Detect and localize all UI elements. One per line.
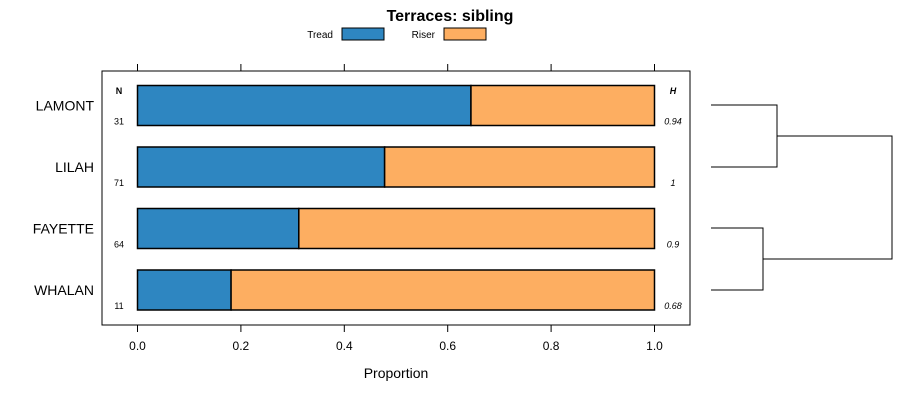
labels-layer: LAMONT 31 0.94 LILAH 71 1 FAYETTE 64 0.9 WHALAN 11… (33, 98, 682, 312)
chart-title: Terraces: sibling (387, 8, 514, 25)
x-tick-label: 0.2 (233, 339, 250, 353)
plot-panel (101, 70, 691, 326)
bar-tread-whalan (136, 269, 232, 311)
bar-riser-whalan (230, 269, 656, 311)
n-value-lamont: 31 (114, 117, 124, 127)
bar-riser-fayette (298, 207, 656, 250)
x-tick-label: 0.0 (129, 339, 146, 353)
bar-tread-lamont (136, 84, 472, 127)
dendrogram-root (763, 135, 893, 260)
bars-layer (136, 84, 656, 311)
category-label-lamont: LAMONT (36, 98, 95, 114)
category-label-whalan: WHALAN (34, 282, 94, 298)
legend-swatch-tread (341, 27, 385, 41)
h-value-lamont: 0.94 (664, 117, 682, 127)
h-value-fayette: 0.9 (667, 240, 680, 250)
bar-riser-lilah (383, 146, 656, 188)
bar-riser-lamont (470, 84, 656, 127)
dendrogram-branch-fayette-whalan (711, 227, 764, 291)
n-value-fayette: 64 (114, 240, 124, 250)
legend: Tread Riser (307, 27, 487, 41)
bar-tread-lilah (136, 146, 386, 188)
n-header: N (116, 86, 123, 96)
bar-tread-fayette (136, 207, 300, 250)
x-tick-label: 0.6 (439, 339, 456, 353)
x-axis-label: Proportion (364, 365, 429, 381)
legend-label-riser: Riser (412, 30, 436, 41)
legend-label-tread: Tread (307, 30, 333, 41)
n-value-whalan: 11 (114, 301, 123, 311)
h-header: H (670, 86, 677, 96)
dendrogram (711, 104, 893, 291)
x-tick-label: 1.0 (646, 339, 663, 353)
category-label-fayette: FAYETTE (33, 221, 94, 237)
x-axis: 0.0 0.2 0.4 0.6 0.8 1.0 (129, 64, 663, 353)
h-value-whalan: 0.68 (664, 301, 682, 311)
x-tick-label: 0.4 (336, 339, 353, 353)
h-value-lilah: 1 (670, 178, 675, 188)
dendrogram-branch-lamont-lilah (711, 104, 778, 168)
legend-swatch-riser (443, 27, 487, 41)
x-tick-label: 0.8 (543, 339, 560, 353)
category-label-lilah: LILAH (55, 159, 94, 175)
n-value-lilah: 71 (114, 178, 124, 188)
